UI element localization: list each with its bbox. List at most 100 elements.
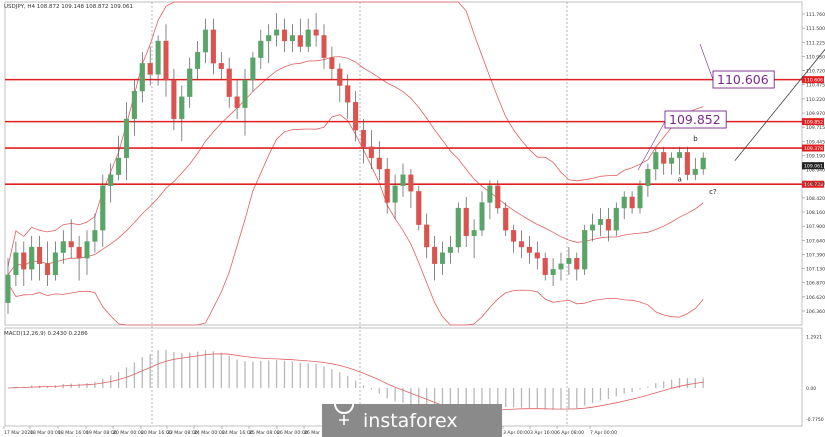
candle-body — [202, 29, 209, 53]
time-tick-label: 3 Apr 00:00 — [503, 430, 530, 436]
main-frame — [4, 1, 803, 326]
callout-leader — [637, 121, 666, 171]
candle-body — [21, 252, 27, 270]
wave-label: c? — [709, 188, 717, 196]
candle-body — [100, 185, 106, 231]
candle-body — [337, 68, 343, 86]
time-tick-label: 26 Mar 16:00 — [304, 430, 335, 436]
candle-body — [621, 196, 627, 209]
candle-body — [676, 152, 683, 159]
price-tick-label: 108.670 — [806, 182, 825, 188]
candle-body — [637, 185, 643, 209]
candle-body — [305, 29, 311, 47]
candle-body — [147, 63, 153, 75]
callout-leader — [699, 43, 714, 80]
callout-label: 110.606 — [717, 72, 769, 87]
candle-body — [661, 152, 667, 164]
level-tag-bg — [802, 118, 824, 126]
time-tick-label: 17 Mar 2020 — [4, 430, 33, 436]
candle-body — [5, 274, 11, 303]
candle-body — [700, 157, 706, 170]
price-tick-label: 110.475 — [806, 83, 825, 89]
candle-body — [345, 85, 351, 103]
current-price-tag: 109.061 — [804, 164, 823, 170]
candle-body — [187, 68, 193, 97]
candle-body — [242, 79, 248, 108]
time-tick-label: 19 Mar 08:00 — [86, 430, 117, 436]
bollinger-upper — [7, 1, 704, 267]
candle-body — [116, 157, 122, 175]
candle-body — [131, 90, 137, 120]
candle-body — [447, 246, 453, 253]
price-tick-label: 110.220 — [806, 97, 825, 103]
wave-label: b — [693, 135, 698, 143]
time-tick-label: 20 Mar 00:00 — [113, 430, 144, 436]
candle-body — [226, 68, 232, 97]
candle-body — [108, 174, 114, 186]
candle-body — [274, 29, 280, 36]
candle-body — [416, 191, 422, 225]
candle-body — [68, 241, 74, 248]
symbol-header: USDJPY, H4 108.872 109.148 108.872 109.0… — [4, 4, 133, 10]
time-tick-label: 6 Apr 08:00 — [557, 430, 584, 436]
candle-body — [669, 157, 675, 164]
candle-body — [558, 263, 564, 270]
time-tick-label: 26 Mar 00:00 — [277, 430, 308, 436]
candle-body — [250, 57, 256, 81]
price-tick-label: 109.715 — [806, 125, 825, 131]
candle-body — [29, 246, 35, 270]
candle-body — [471, 230, 477, 237]
watermark-logo-icon — [334, 394, 355, 425]
candle-body — [289, 35, 295, 42]
bollinger-middle — [7, 56, 704, 276]
time-tick-label: 3 Apr 16:00 — [530, 430, 557, 436]
level-tag: 109.378 — [804, 146, 823, 152]
level-tag-bg — [802, 76, 824, 84]
candle-body — [384, 168, 390, 203]
candle-body — [84, 241, 90, 259]
price-tick-label: 107.900 — [806, 224, 825, 230]
candle-body — [629, 196, 635, 209]
price-tick-label: 111.225 — [806, 40, 825, 46]
price-axis: 111.760 111.500 111.225 110.950 110.720 110.4… — [802, 12, 825, 315]
candle-body — [566, 258, 572, 264]
candle-body — [487, 185, 493, 203]
candle-body — [60, 241, 66, 253]
candle-body — [582, 230, 588, 270]
time-tick-label: 25 Mar 08:00 — [249, 430, 280, 436]
candle-body — [234, 96, 240, 108]
candle-body — [590, 224, 596, 231]
current-price-bg — [802, 162, 824, 170]
candle-body — [518, 241, 525, 248]
macd-label: MACD(12,26,9) 0.2430 0.2286 — [4, 331, 88, 337]
candle-body — [392, 185, 398, 203]
watermark-text: instaforex — [363, 410, 458, 432]
candle-body — [463, 207, 469, 237]
price-tick-label: 111.500 — [806, 26, 825, 32]
callout-box — [712, 70, 775, 89]
price-tick-label: 106.870 — [806, 281, 825, 287]
price-tick-label: 108.420 — [806, 196, 825, 202]
macd-scale-label: 1.2921 — [806, 334, 822, 340]
level-tag-bg — [802, 180, 824, 188]
candle-body — [495, 185, 501, 209]
level-tag-bg — [802, 144, 824, 152]
bollinger-bands — [7, 1, 704, 326]
candle-body — [155, 40, 161, 75]
candle-body — [376, 157, 382, 170]
macd-signal-line — [7, 353, 704, 412]
candle-body — [613, 207, 619, 231]
callout-label: 109.852 — [669, 112, 721, 127]
candle-body — [123, 118, 130, 159]
candle-body — [684, 152, 690, 175]
price-tick-label: 108.160 — [806, 210, 825, 216]
candle-body — [44, 263, 51, 276]
candle-body — [313, 29, 319, 36]
price-tick-label: 107.130 — [806, 267, 825, 273]
macd-panel: 1.2921 0.00 -0.7750 — [7, 334, 824, 423]
candle-body — [645, 168, 651, 186]
price-tick-label: 111.760 — [806, 12, 825, 18]
candle-body — [597, 219, 604, 225]
time-tick-label: 18 Mar 16:00 — [58, 430, 89, 436]
candle-body — [329, 57, 335, 69]
